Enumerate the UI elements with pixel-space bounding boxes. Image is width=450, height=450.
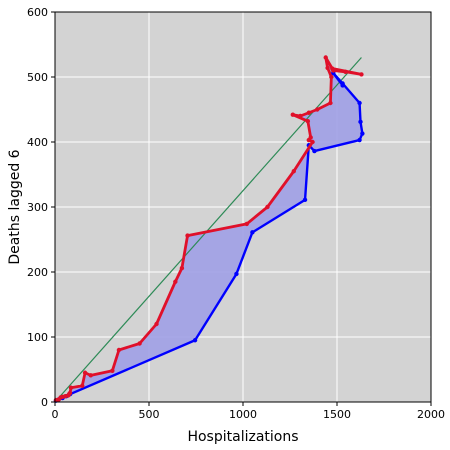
series-0-point xyxy=(358,119,363,125)
series-1-point xyxy=(116,347,122,353)
y-tick-label: 100 xyxy=(27,331,48,344)
series-1-point xyxy=(244,221,249,227)
series-1-point xyxy=(179,265,185,271)
series-1-point xyxy=(291,169,296,174)
series-0-point xyxy=(360,131,365,136)
series-1-point xyxy=(265,204,270,210)
series-1-point xyxy=(185,233,190,238)
series-0-point xyxy=(192,338,198,343)
series-1-point xyxy=(343,69,348,75)
series-1-point xyxy=(173,279,178,284)
series-1-point xyxy=(137,341,142,346)
series-1-point xyxy=(306,110,311,115)
series-1-point xyxy=(67,390,73,396)
series-1-point xyxy=(290,112,296,117)
series-1-point xyxy=(310,139,315,145)
series-1-point xyxy=(331,68,336,73)
y-tick-label: 500 xyxy=(27,71,48,84)
y-tick-label: 300 xyxy=(27,201,48,214)
series-1-point xyxy=(154,321,159,327)
series-0-point xyxy=(250,230,255,235)
series-1-point xyxy=(82,370,88,375)
series-0-point xyxy=(357,137,362,143)
y-tick-label: 400 xyxy=(27,136,48,149)
series-1-point xyxy=(88,373,93,378)
series-1-point xyxy=(308,135,313,140)
series-lines xyxy=(53,55,365,403)
series-1-point xyxy=(305,119,311,124)
x-tick-label: 1500 xyxy=(323,408,351,421)
series-1-point xyxy=(298,113,303,119)
series-1-point xyxy=(110,368,115,373)
y-axis-ticks: 0 100 200 300 400 500 600 xyxy=(27,6,55,409)
trend-line-segment xyxy=(54,57,362,403)
x-axis-label: Hospitalizations xyxy=(187,429,298,445)
series-1-point xyxy=(359,72,364,77)
series-0-point xyxy=(234,271,239,277)
trend-line xyxy=(54,57,362,403)
x-axis-ticks: 0 500 1000 1500 2000 xyxy=(52,402,445,421)
x-tick-label: 500 xyxy=(139,408,160,421)
series-1-point xyxy=(325,65,330,71)
y-axis-label: Deaths lagged 6 xyxy=(7,149,23,264)
x-tick-label: 0 xyxy=(52,408,59,421)
x-tick-label: 2000 xyxy=(417,408,445,421)
series-0-point xyxy=(302,197,308,203)
x-tick-label: 1000 xyxy=(229,408,257,421)
series-0-point xyxy=(340,83,345,88)
y-tick-label: 200 xyxy=(27,266,48,279)
series-1-point xyxy=(315,107,320,112)
series-0-point xyxy=(357,100,362,106)
series-1-point xyxy=(323,55,328,60)
series-0-point xyxy=(312,148,317,154)
series-1-point xyxy=(80,383,85,388)
y-tick-label: 0 xyxy=(41,396,48,409)
series-1-point xyxy=(329,74,334,80)
series-1-point xyxy=(328,100,333,106)
y-tick-label: 600 xyxy=(27,6,48,19)
series-1-point xyxy=(68,385,74,390)
